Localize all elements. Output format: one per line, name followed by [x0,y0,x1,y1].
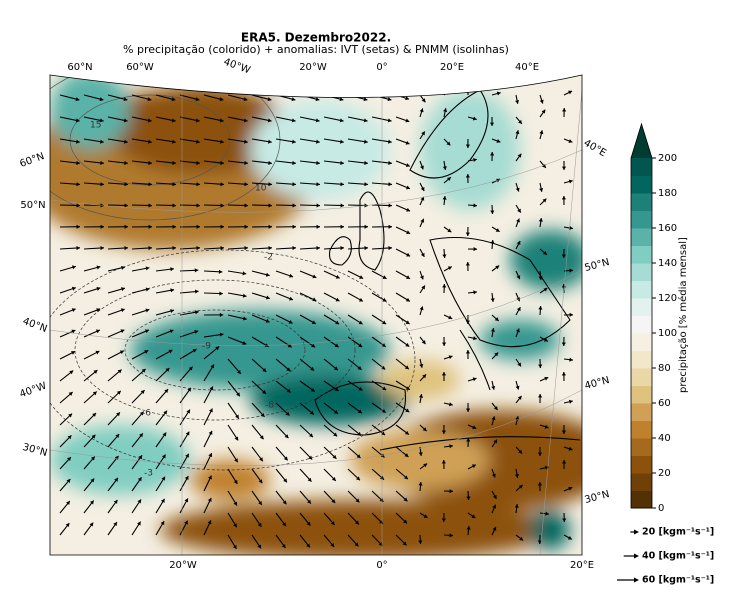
grid-label: 0° [376,560,387,571]
colorbar-bin [631,456,652,474]
colorbar-bin [631,438,652,456]
isoline-label: 15 [90,121,101,131]
colorbar-bin [631,211,652,229]
colorbar-extend [631,124,652,158]
colorbar-bin [631,333,652,351]
grid-label: 60°N [18,151,45,170]
isoline-label: -9 [202,342,211,352]
colorbar-tick-label: 0 [658,503,664,514]
grid-label: 60°N [67,62,92,73]
colorbar-bin [631,316,652,334]
colorbar-bin [631,158,652,176]
colorbar-bin [631,368,652,386]
colorbar-bin [631,298,652,316]
colorbar-bin [631,491,652,509]
colorbar-bin [631,473,652,491]
isoline-label: -8 [265,401,274,411]
colorbar-bin [631,403,652,421]
grid-label: 30°N [21,442,48,459]
colorbar-tick-label: 180 [658,188,677,199]
colorbar-tick-label: 100 [658,328,677,339]
colorbar-bin [631,176,652,194]
legend-arrowhead [634,530,639,535]
isoline-label: -2 [264,253,273,263]
colorbar-tick-label: 40 [658,433,671,444]
colorbar-bin [631,263,652,281]
legend-arrowhead [634,578,639,583]
colorbar-tick-label: 80 [658,363,671,374]
legend-label: 60 [kgm⁻¹s⁻¹] [642,575,714,586]
colorbar-bin [631,421,652,439]
grid-label: 50°N [20,200,45,211]
colorbar-tick-label: 60 [658,398,671,409]
grid-label: 60°W [126,62,154,73]
legend-label: 40 [kgm⁻¹s⁻¹] [642,551,714,562]
grid-label: 20°E [440,62,464,73]
grid-label: 40°E [515,62,539,73]
colorbar-bin [631,228,652,246]
colorbar-tick-label: 200 [658,153,677,164]
colorbar-bin [631,351,652,369]
grid-label: 0° [376,62,387,73]
map-area [20,60,620,560]
isoline-label: -3 [144,469,153,479]
colorbar-bin [631,386,652,404]
legend-label: 20 [kgm⁻¹s⁻¹] [642,527,714,538]
colorbar-tick-label: 120 [658,293,677,304]
grid-label: 20°W [169,560,197,571]
grid-label: 40°W [222,57,252,77]
grid-label: 40°N [21,316,48,335]
isoline-label: 10 [255,184,267,194]
grid-label: 50°N [584,257,611,274]
grid-label: 20°W [299,62,327,73]
grid-label: 30°N [584,489,611,506]
colorbar-label: precipitação [% média mensal] [677,237,689,393]
colorbar: 0 20 40 60 80 100 120 140 160 180 200 [631,124,677,514]
isoline-label: -6 [142,409,151,419]
ivt-legend: 20 [kgm⁻¹s⁻¹] 40 [kgm⁻¹s⁻¹] 60 [kgm⁻¹s⁻¹] [617,527,714,586]
legend-arrowhead [634,554,639,559]
colorbar-tick-label: 20 [658,468,671,479]
grid-label: 40°N [584,375,611,392]
grid-label: 20°E [570,560,594,571]
colorbar-tick-label: 140 [658,258,677,269]
colorbar-bin [631,281,652,299]
colorbar-bin [631,246,652,264]
grid-label: 40°E [582,138,608,160]
ivt-arrowhead [466,86,470,89]
colorbar-bin [631,193,652,211]
colorbar-tick-label: 160 [658,223,677,234]
ivt-arrowhead [446,88,450,92]
grid-label: 40°W [18,381,48,401]
map-subtitle: % precipitação (colorido) + anomalias: I… [123,43,509,56]
